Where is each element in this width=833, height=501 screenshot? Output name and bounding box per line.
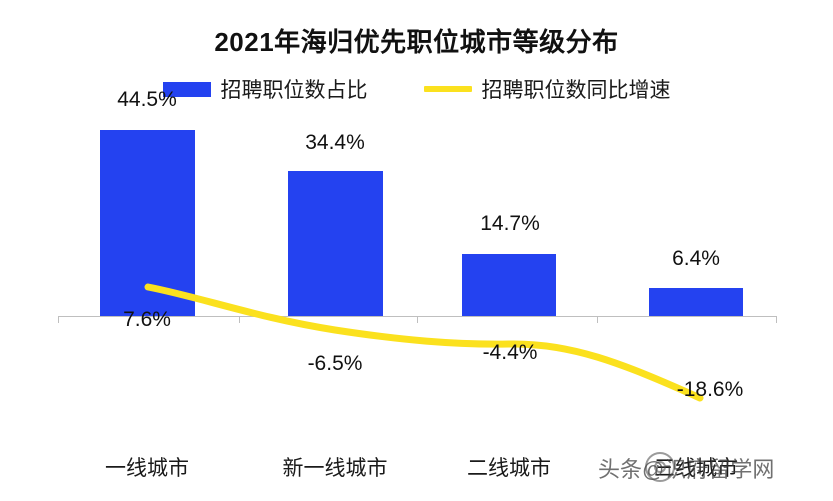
line-value-label: -6.5% — [307, 352, 363, 375]
x-axis-tick — [597, 316, 598, 323]
x-axis-category-label: 一线城市 — [105, 457, 189, 480]
legend-label-bar-series: 招聘职位数占比 — [220, 79, 368, 102]
legend-bar-swatch-icon — [162, 81, 211, 97]
legend-item-bar-series[interactable]: 招聘职位数占比 — [162, 74, 368, 104]
bar-value-label: 44.5% — [117, 88, 177, 111]
watermark-text: 头条@识府留学网 — [598, 457, 775, 482]
line-value-label: 7.6% — [123, 308, 171, 331]
x-axis-tick — [417, 316, 418, 323]
x-axis-tick — [239, 316, 240, 323]
bar-three-tier-city[interactable] — [649, 288, 743, 316]
bar-two-tier-city[interactable] — [462, 254, 556, 316]
bar-value-label: 6.4% — [672, 247, 720, 270]
bar-new-one-tier-city[interactable] — [288, 171, 383, 316]
x-axis-category-label: 二线城市 — [467, 457, 551, 480]
legend-label-line-series: 招聘职位数同比增速 — [481, 79, 671, 102]
chart-title: 2021年海归优先职位城市等级分布 — [214, 27, 619, 57]
line-value-label: -18.6% — [676, 378, 744, 401]
legend-line-swatch-icon — [423, 86, 472, 92]
x-axis-category-label: 新一线城市 — [282, 457, 388, 480]
chart-legend: 招聘职位数占比 招聘职位数同比增速 — [0, 74, 833, 104]
legend-item-line-series[interactable]: 招聘职位数同比增速 — [423, 74, 671, 104]
x-axis-tick — [58, 316, 59, 323]
bar-value-label: 34.4% — [305, 131, 365, 154]
line-value-label: -4.4% — [482, 341, 538, 364]
x-axis-tick — [776, 316, 777, 323]
watermark-logo-icon — [645, 452, 675, 482]
bar-one-tier-city[interactable] — [100, 130, 195, 316]
x-axis-category-label: 三线城市 — [654, 457, 738, 480]
bar-value-label: 14.7% — [480, 212, 540, 235]
